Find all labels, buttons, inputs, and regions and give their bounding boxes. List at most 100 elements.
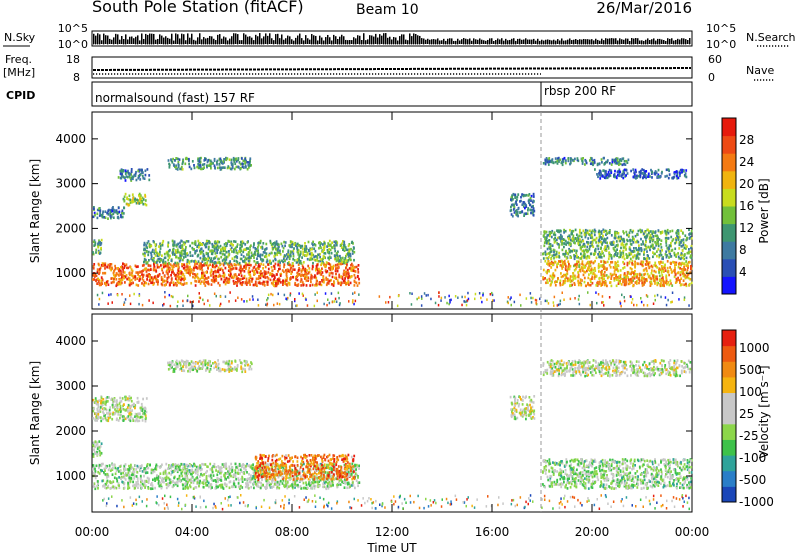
echo-cell [322,243,324,246]
echo-cell [610,254,613,257]
echo-cell [670,262,672,266]
echo-cell [514,193,517,197]
echo-cell [449,301,451,304]
echo-cell [203,243,206,247]
echo-cell [104,264,106,267]
nsky-bar [583,38,585,44]
echo-cell [198,241,201,245]
echo-cell [207,254,210,258]
echo-cell [202,274,205,277]
echo-cell [511,203,513,207]
echo-cell [138,302,140,306]
echo-cell [336,269,339,273]
nsearch-dot [303,43,305,45]
echo-cell [184,250,186,253]
echo-cell [683,268,686,272]
echo-cell [600,270,602,274]
echo-cell [634,168,637,172]
echo-cell [677,255,680,259]
echo-cell [279,264,281,267]
echo-cell [576,256,578,259]
echo-cell [123,263,126,266]
echo-cell [592,162,595,165]
echo-cell [92,240,95,244]
echo-cell [199,251,202,254]
echo-cell [104,267,106,270]
echo-cell [648,266,651,270]
echo-cell [353,258,355,262]
echo-cell [354,291,356,294]
nsky-bar [527,39,529,44]
echo-cell [311,283,314,287]
echo-cell [150,253,153,257]
echo-cell [266,283,269,286]
echo-cell [598,280,601,283]
echo-cell [135,170,137,174]
echo-cell [241,277,244,280]
echo-cell [653,269,656,273]
echo-cell [673,275,676,279]
echo-cell [464,300,466,304]
echo-cell [199,282,202,285]
echo-cell [129,279,131,283]
nsearch-dot [435,43,437,45]
echo-cell [237,263,239,266]
echo-cell [144,252,146,255]
echo-cell [578,231,581,234]
nsearch-dot [391,43,393,45]
echo-cell [345,266,347,270]
echo-cell [623,160,626,163]
echo-cell [674,281,677,284]
echo-cell [206,260,209,264]
echo-cell [260,262,262,266]
echo-cell [604,238,607,241]
echo-cell [123,266,126,269]
echo-cell [110,263,113,266]
echo-cell [204,258,207,261]
echo-cell [688,283,691,287]
echo-cell [240,265,242,268]
echo-cell [308,248,310,252]
echo-cell [170,158,172,161]
echo-cell [248,253,250,256]
nsearch-dot [645,43,647,45]
echo-cell [679,281,681,284]
echo-cell [636,174,638,178]
nsearch-dot [183,43,185,45]
echo-cell [335,266,337,270]
echo-cell [686,262,689,266]
echo-cell [549,247,552,251]
echo-cell [596,173,598,176]
echo-cell [252,266,255,270]
echo-cell [249,248,251,252]
echo-cell [301,264,304,267]
echo-cell [189,273,191,277]
echo-cell [584,244,586,248]
echo-cell [222,160,225,163]
echo-cell [421,297,423,300]
echo-cell [251,269,254,272]
echo-cell [108,293,110,297]
echo-cell [635,247,637,250]
echo-cell [302,283,305,287]
echo-cell [276,251,279,254]
echo-cell [257,277,260,280]
echo-cell [601,295,604,298]
echo-cell [164,261,167,265]
nsky-bar [477,39,479,44]
nave-tick-top: 60 [708,53,722,66]
echo-cell [664,229,666,233]
echo-cell [198,292,200,295]
echo-cell [267,277,270,280]
echo-cell [655,171,658,174]
echo-cell [334,257,336,261]
nsearch-dot [467,43,469,45]
echo-cell [137,174,140,178]
nsearch-dot [565,43,567,45]
echo-cell [215,294,217,298]
nsearch-dot [543,43,545,45]
echo-cell [249,157,252,160]
echo-cell [132,175,135,178]
nsky-bar [351,40,353,44]
nsky-bar [619,38,621,44]
